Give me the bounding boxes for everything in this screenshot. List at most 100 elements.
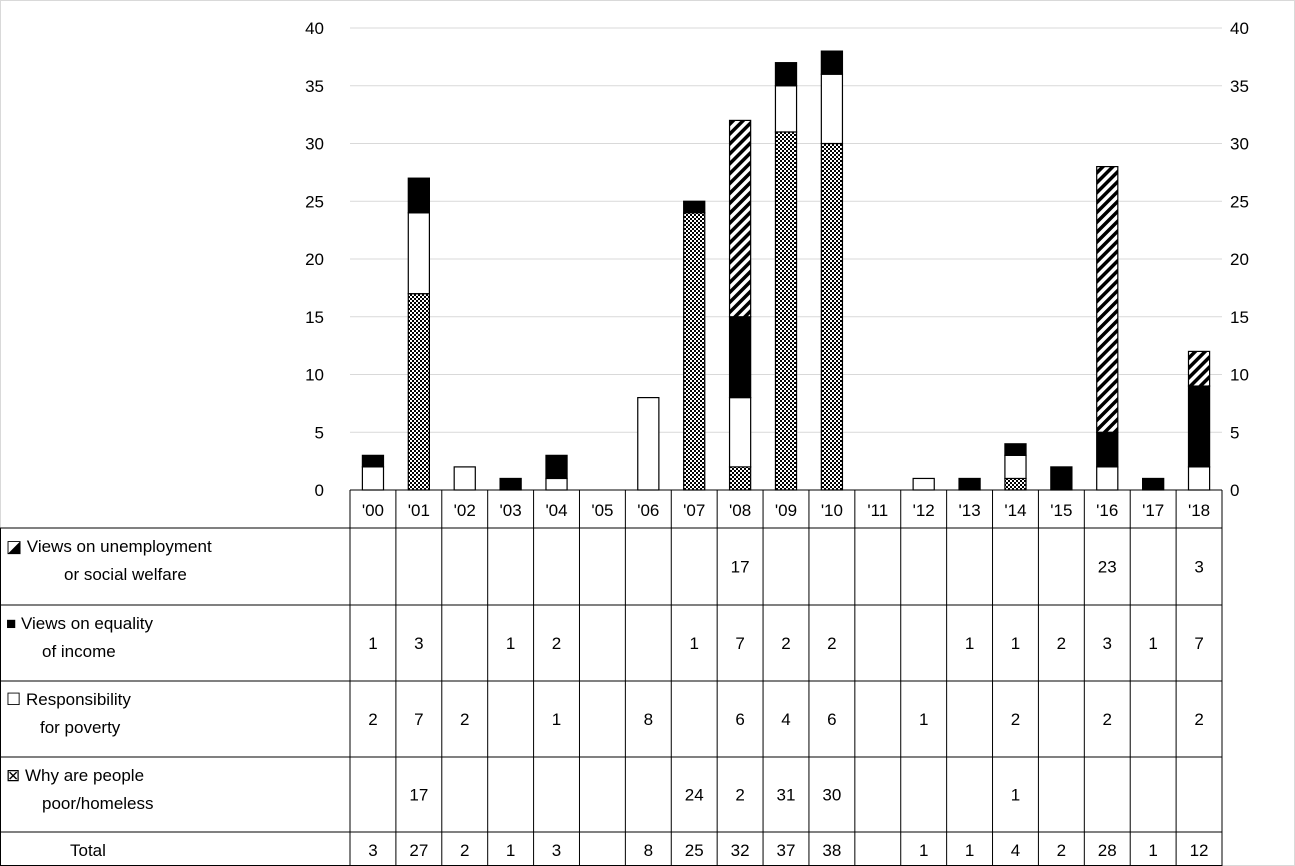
bar-segment: [1096, 166, 1119, 433]
category-label: '05: [591, 501, 613, 520]
bar-segment: [774, 85, 798, 133]
table-total-value: 2: [460, 841, 469, 860]
row-label: ☐ Responsibility: [6, 690, 131, 709]
table-cell-value: 1: [919, 710, 928, 729]
table-total-value: 1: [1148, 841, 1157, 860]
category-label: '16: [1096, 501, 1118, 520]
table-cell-value: 17: [409, 786, 428, 805]
table-total-value: 3: [552, 841, 561, 860]
table-total-value: 25: [685, 841, 704, 860]
table-cell-value: 31: [777, 786, 796, 805]
axis-ticks: 0 0 5 5 10 10 15 15 20 20 25 25 30 30 35 35 40 40: [305, 19, 1249, 500]
table-cell-value: 3: [1194, 558, 1203, 577]
bars: [361, 50, 1211, 491]
bar-segment: [912, 477, 935, 491]
table-total-value: 27: [409, 841, 428, 860]
category-label: '08: [729, 501, 751, 520]
y-tick-label-right: 0: [1230, 481, 1239, 500]
category-label: '06: [637, 501, 659, 520]
bar-segment: [545, 477, 568, 491]
bar-segment: [958, 477, 981, 491]
bar-segment: [683, 200, 706, 214]
table-total-value: 1: [965, 841, 974, 860]
table-total-value: 3: [368, 841, 377, 860]
category-label: '00: [362, 501, 384, 520]
y-tick-label-left: 35: [305, 77, 324, 96]
y-tick-label-left: 20: [305, 250, 324, 269]
table-total-value: 38: [822, 841, 841, 860]
y-tick-label-left: 0: [315, 481, 324, 500]
table-cell-value: 2: [781, 634, 790, 653]
bar-segment: [774, 62, 798, 87]
bar-segment: [407, 293, 430, 491]
table-total-value: 1: [506, 841, 515, 860]
bar-segment: [820, 50, 844, 75]
category-label: '04: [545, 501, 567, 520]
y-tick-label-right: 40: [1230, 19, 1249, 38]
table-cell-value: 23: [1098, 558, 1117, 577]
table-cell-value: 1: [506, 634, 515, 653]
table-cell-value: 7: [1194, 634, 1203, 653]
category-label: '09: [775, 501, 797, 520]
table-cell-value: 24: [685, 786, 704, 805]
y-tick-label-left: 10: [305, 366, 324, 385]
bar-segment: [407, 177, 430, 214]
bar-segment: [820, 73, 844, 145]
bar-segment: [407, 212, 430, 295]
category-label: '12: [913, 501, 935, 520]
table-cell-value: 1: [368, 634, 377, 653]
y-tick-label-left: 40: [305, 19, 324, 38]
category-label: '11: [867, 501, 888, 520]
table-cell-value: 4: [781, 710, 790, 729]
y-tick-label-left: 25: [305, 192, 324, 211]
category-label: '17: [1142, 501, 1164, 520]
bar-segment: [1096, 466, 1119, 491]
table-total-value: 1: [919, 841, 928, 860]
table-cell-value: 2: [1057, 634, 1066, 653]
table-cell-value: 17: [731, 558, 750, 577]
bar-segment: [1187, 466, 1211, 491]
table-total-value: 28: [1098, 841, 1117, 860]
bar-segment: [1096, 431, 1119, 468]
bar-segment: [499, 477, 522, 491]
bar-segment: [820, 142, 844, 491]
category-label: '14: [1004, 501, 1026, 520]
table-cell-value: 6: [827, 710, 836, 729]
table-cell-value: 2: [460, 710, 469, 729]
category-label: '01: [408, 501, 430, 520]
y-tick-label-left: 5: [315, 423, 324, 442]
table-cell-value: 8: [644, 710, 653, 729]
table-cell-value: 2: [827, 634, 836, 653]
table-cell-value: 2: [552, 634, 561, 653]
y-tick-label-right: 35: [1230, 77, 1249, 96]
row-label: ■ Views on equality: [6, 614, 153, 633]
bar-segment: [683, 212, 706, 491]
row-label-total: Total: [70, 841, 106, 860]
table-cell-value: 6: [735, 710, 744, 729]
table-cell-value: 1: [1011, 786, 1020, 805]
bar-segment: [361, 454, 385, 468]
row-label: for poverty: [40, 718, 121, 737]
y-tick-label-left: 30: [305, 135, 324, 154]
table-cell-value: 1: [1148, 634, 1157, 653]
y-tick-label-right: 5: [1230, 423, 1239, 442]
category-label: '18: [1188, 501, 1210, 520]
table-cell-value: 3: [1103, 634, 1112, 653]
row-label: ⊠ Why are people: [6, 766, 144, 785]
bar-segment: [774, 131, 798, 491]
category-label: '02: [454, 501, 476, 520]
y-tick-label-right: 20: [1230, 250, 1249, 269]
table-total-value: 2: [1057, 841, 1066, 860]
table-cell-value: 1: [552, 710, 561, 729]
bar-segment: [361, 466, 385, 491]
category-label: '07: [683, 501, 705, 520]
bar-segment: [1187, 350, 1211, 387]
row-label: poor/homeless: [42, 794, 154, 813]
category-label: '15: [1050, 501, 1072, 520]
bar-segment: [1004, 477, 1027, 491]
category-label: '10: [821, 501, 843, 520]
table-cell-value: 7: [414, 710, 423, 729]
y-tick-label-right: 30: [1230, 135, 1249, 154]
y-tick-label-right: 25: [1230, 192, 1249, 211]
